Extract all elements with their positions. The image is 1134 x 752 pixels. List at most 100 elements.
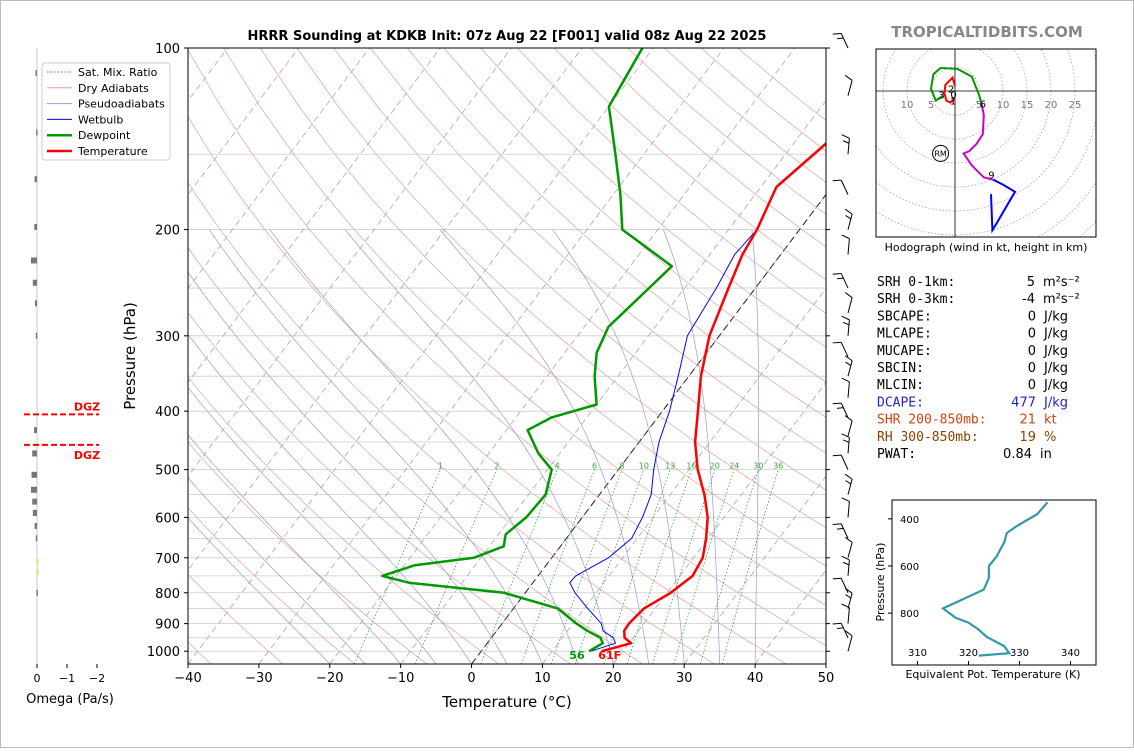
- omega-bar: [34, 224, 37, 230]
- y-tick-label: 200: [155, 224, 180, 239]
- omega-bar: [36, 590, 38, 596]
- y-tick-label: 100: [155, 42, 180, 57]
- index-value: 0.84: [1003, 447, 1032, 462]
- hodograph-height-label: 1: [950, 96, 956, 107]
- omega-bar: [37, 569, 39, 575]
- legend-label: Pseudoadiabats: [78, 98, 165, 111]
- omega-bar: [35, 300, 37, 306]
- theta-e-ytick-label: 800: [900, 609, 919, 620]
- omega-bar: [35, 176, 37, 182]
- mixing-ratio-label: 36: [773, 462, 783, 471]
- theta-e-xtick-label: 320: [959, 648, 978, 659]
- mixing-ratio-label: 1: [438, 462, 443, 471]
- storm-motion-label: RM: [934, 149, 947, 158]
- index-value: 477: [1011, 395, 1036, 410]
- x-tick-label: −40: [174, 671, 201, 686]
- hodograph-height-label: 2: [948, 84, 954, 95]
- omega-bar: [35, 523, 37, 529]
- hodograph-height-label: 3: [938, 91, 944, 102]
- theta-e-xlabel: Equivalent Pot. Temperature (K): [905, 668, 1080, 681]
- omega-bar: [36, 535, 38, 541]
- x-tick-label: 50: [818, 671, 835, 686]
- x-tick-label: 10: [534, 671, 551, 686]
- index-unit: kt: [1044, 413, 1057, 428]
- surface-temperature-label: 61F: [598, 649, 621, 662]
- hodograph-caption: Hodograph (wind in kt, height in km): [885, 241, 1088, 254]
- mixing-ratio-label: 24: [729, 462, 739, 471]
- index-label: SBCAPE:: [877, 309, 932, 324]
- legend-label: Dry Adiabats: [78, 82, 149, 95]
- index-label: SRH 0-3km:: [877, 292, 955, 307]
- omega-bar: [36, 129, 38, 135]
- y-tick-label: 300: [155, 330, 180, 345]
- theta-e-ylabel: Pressure (hPa): [874, 543, 887, 622]
- x-tick-label: 0: [467, 671, 475, 686]
- index-unit: J/kg: [1043, 327, 1068, 342]
- theta-e-xtick-label: 340: [1061, 648, 1080, 659]
- omega-bar: [33, 280, 37, 286]
- x-tick-label: 30: [676, 671, 693, 686]
- y-tick-label: 1000: [147, 645, 180, 660]
- index-unit: %: [1044, 430, 1056, 445]
- y-tick-label: 600: [155, 511, 180, 526]
- hodograph-height-label: 6: [980, 99, 986, 110]
- dgz-label: DGZ: [74, 449, 100, 462]
- x-tick-label: −30: [245, 671, 272, 686]
- x-tick-label: −20: [316, 671, 343, 686]
- y-tick-label: 900: [155, 618, 180, 633]
- theta-e-xtick-label: 310: [908, 648, 927, 659]
- dgz-label: DGZ: [74, 400, 100, 413]
- index-value: 0: [1028, 309, 1036, 324]
- mixing-ratio-label: 16: [686, 462, 696, 471]
- y-tick-label: 400: [155, 405, 180, 420]
- index-value: 0: [1028, 344, 1036, 359]
- legend: Sat. Mix. Ratio Dry Adiabats Pseudoadiabat…: [42, 63, 170, 160]
- omega-bar: [36, 333, 38, 339]
- legend-label: Sat. Mix. Ratio: [78, 66, 158, 79]
- mixing-ratio-label: 6: [592, 462, 597, 471]
- mixing-ratio-label: 20: [710, 462, 720, 471]
- hodograph-ring-label: 5: [928, 100, 934, 111]
- omega-bar: [34, 427, 37, 433]
- y-axis-label: Pressure (hPa): [121, 302, 139, 410]
- index-unit: in: [1040, 447, 1052, 462]
- index-value: 5: [1027, 275, 1035, 290]
- omega-xlabel: Omega (Pa/s): [26, 692, 114, 707]
- index-label: SRH 0-1km:: [877, 275, 955, 290]
- hodograph-ring-label: 25: [1069, 100, 1082, 111]
- index-label: MUCAPE:: [877, 344, 932, 359]
- index-unit: J/kg: [1043, 395, 1068, 410]
- index-value: -4: [1022, 292, 1035, 307]
- omega-bar: [31, 487, 37, 493]
- mixing-ratio-label: 10: [639, 462, 649, 471]
- mixing-ratio-label: 2: [494, 462, 499, 471]
- omega-bar: [32, 450, 37, 456]
- index-unit: m²s⁻²: [1043, 292, 1080, 307]
- index-unit: J/kg: [1043, 361, 1068, 376]
- legend-label: Wetbulb: [78, 113, 123, 126]
- omega-bar: [31, 257, 37, 263]
- index-unit: m²s⁻²: [1043, 275, 1080, 290]
- omega-bar: [36, 70, 38, 76]
- omega-bar: [33, 510, 37, 516]
- index-unit: J/kg: [1043, 344, 1068, 359]
- index-value: 19: [1019, 430, 1036, 445]
- omega-tick-label: 0: [34, 672, 41, 685]
- theta-e-xtick-label: 330: [1010, 648, 1029, 659]
- y-tick-label: 500: [155, 464, 180, 479]
- index-label: PWAT:: [877, 447, 916, 462]
- y-tick-label: 700: [155, 552, 180, 567]
- omega-bar: [37, 558, 39, 564]
- legend-label: Temperature: [77, 145, 148, 158]
- index-value: 0: [1028, 361, 1036, 376]
- index-unit: J/kg: [1043, 309, 1068, 324]
- index-label: SHR 200-850mb:: [877, 413, 987, 428]
- mixing-ratio-label: 4: [555, 462, 560, 471]
- x-tick-label: −10: [387, 671, 414, 686]
- mixing-ratio-label: 8: [619, 462, 624, 471]
- hodograph-ring-label: 15: [1021, 100, 1034, 111]
- theta-e-ytick-label: 400: [900, 515, 919, 526]
- mixing-ratio-label: 30: [753, 462, 763, 471]
- index-value: 0: [1028, 327, 1036, 342]
